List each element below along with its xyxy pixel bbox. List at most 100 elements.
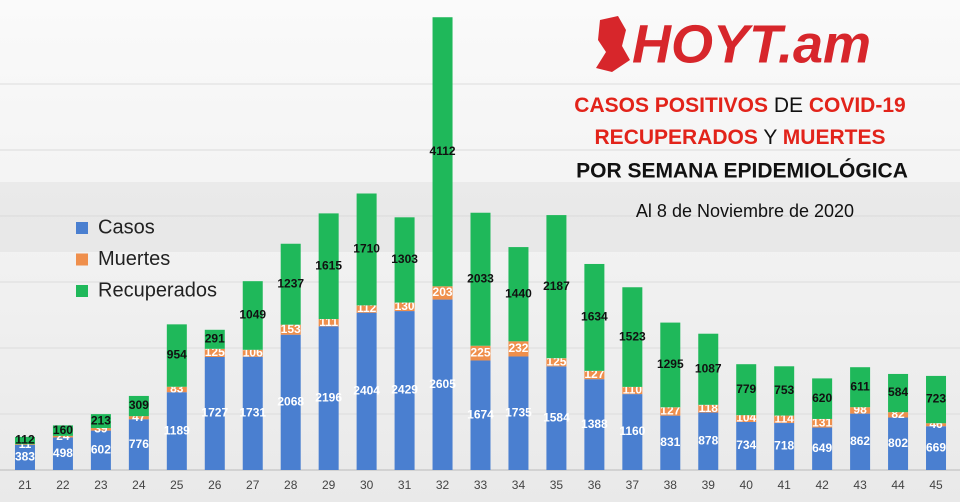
x-tick-label: 24: [132, 478, 146, 492]
bar-segment: [698, 404, 719, 413]
value-label: 2068: [277, 395, 304, 409]
bar-segment: [204, 329, 225, 349]
value-label: 1674: [467, 407, 494, 421]
title-part: RECUPERADOS: [595, 126, 758, 149]
bar-segment: [850, 367, 871, 408]
bar-segment: [774, 415, 795, 424]
bar-segment: [698, 333, 719, 405]
value-label: 718: [774, 439, 794, 453]
value-label: 753: [774, 383, 794, 397]
value-label: 4112: [430, 144, 456, 158]
title-part: COVID-19: [809, 94, 906, 117]
bar-segment: [14, 444, 35, 445]
x-tick-label: 38: [664, 478, 678, 492]
x-tick-label: 25: [170, 478, 184, 492]
bar-segment: [394, 302, 415, 312]
bar-segment: [888, 412, 909, 418]
bar-segment: [926, 423, 947, 427]
bar-segment: [166, 386, 187, 393]
bar-segment: [166, 324, 187, 387]
value-label: 1049: [239, 308, 266, 322]
value-label: 291: [205, 331, 225, 345]
x-tick-label: 28: [284, 478, 298, 492]
bar-segment: [432, 299, 453, 470]
bar-segment: [204, 357, 225, 470]
bar-segment: [584, 379, 605, 470]
value-label: 2429: [391, 383, 418, 397]
value-label: 779: [736, 382, 756, 396]
x-tick-label: 30: [360, 478, 374, 492]
bar-segment: [888, 417, 909, 470]
bar-segment: [660, 415, 681, 470]
bar-segment: [470, 212, 491, 346]
bar-segment: [128, 395, 149, 417]
bar-segment: [508, 341, 529, 357]
value-label: 669: [926, 440, 946, 454]
value-label: 862: [850, 434, 870, 448]
bar-segment: [356, 312, 377, 470]
bar-segment: [736, 421, 757, 470]
bar-segment: [736, 364, 757, 416]
bar-segment: [280, 324, 301, 335]
x-tick-label: 29: [322, 478, 336, 492]
value-label: 2605: [429, 377, 456, 391]
bar-segment: [736, 415, 757, 422]
value-label: 383: [15, 450, 35, 464]
date-note: Al 8 de Noviembre de 2020: [636, 201, 854, 221]
bar-segment: [432, 17, 453, 287]
bar-segment: [774, 423, 795, 470]
bar-segment: [546, 215, 567, 359]
bar-segment: [584, 370, 605, 380]
x-tick-label: 33: [474, 478, 488, 492]
x-tick-label: 40: [740, 478, 754, 492]
x-tick-label: 35: [550, 478, 564, 492]
value-label: 225: [470, 345, 490, 359]
x-tick-label: 23: [94, 478, 108, 492]
bar-segment: [622, 287, 643, 387]
x-tick-label: 21: [18, 478, 32, 492]
value-label: 2033: [467, 271, 494, 285]
bar-segment: [242, 356, 263, 470]
bar-segment: [318, 319, 339, 327]
bar-segment: [926, 426, 947, 470]
value-label: 611: [850, 379, 870, 393]
x-tick-label: 43: [853, 478, 867, 492]
value-label: 1440: [505, 286, 532, 300]
x-tick-label: 39: [702, 478, 716, 492]
value-label: 153: [281, 322, 301, 336]
x-tick-label: 36: [588, 478, 602, 492]
title-line: RECUPERADOS Y MUERTES: [595, 126, 886, 149]
value-label: 723: [926, 392, 946, 406]
bar-segment: [242, 349, 263, 357]
x-tick-label: 37: [626, 478, 640, 492]
value-label: 112: [15, 433, 35, 447]
bar-segment: [90, 428, 111, 431]
value-label: 309: [129, 398, 149, 412]
bar-segment: [508, 356, 529, 470]
legend-label: Casos: [98, 216, 155, 238]
x-tick-label: 44: [891, 478, 905, 492]
value-label: 1189: [164, 423, 190, 437]
legend-marker: [76, 253, 88, 266]
x-tick-label: 31: [398, 478, 412, 492]
bar-segment: [698, 412, 719, 470]
bar-segment: [850, 407, 871, 414]
title-part: DE: [768, 94, 809, 117]
value-label: 1584: [543, 410, 570, 424]
bar-segment: [660, 322, 681, 408]
value-label: 878: [698, 433, 718, 447]
bar-segment: [470, 360, 491, 470]
legend-label: Muertes: [98, 248, 170, 270]
bar-segment: [204, 348, 225, 358]
value-label: 1710: [353, 242, 380, 256]
bar-segment: [812, 378, 833, 419]
bar-segment: [280, 243, 301, 325]
bar-segment: [356, 305, 377, 313]
bar-segment: [394, 217, 415, 303]
value-label: 2196: [315, 390, 342, 404]
x-tick-label: 26: [208, 478, 222, 492]
x-tick-label: 42: [815, 478, 829, 492]
title-part: MUERTES: [783, 126, 886, 149]
x-tick-label: 45: [929, 478, 943, 492]
